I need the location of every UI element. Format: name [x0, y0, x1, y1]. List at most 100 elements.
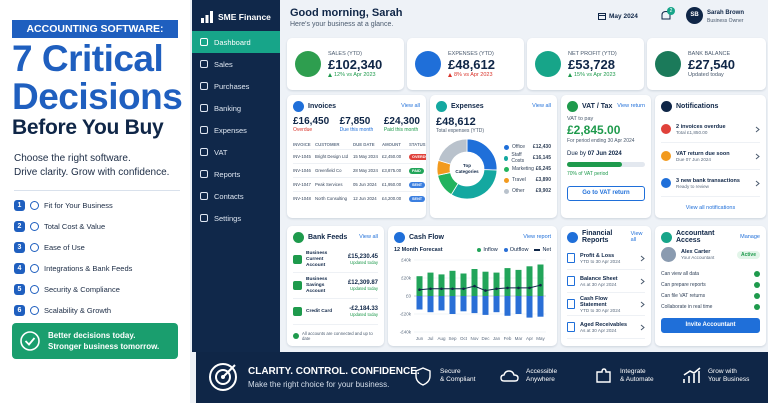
- menu-item[interactable]: Banking: [192, 97, 280, 119]
- notifications-card: Notifications 2 invoices overdue Total £1,…: [655, 95, 766, 218]
- card-link[interactable]: View report: [523, 234, 551, 240]
- menu-item[interactable]: Sales: [192, 53, 280, 75]
- account-name: Business Current Account: [306, 250, 328, 268]
- feature-line: Accessible: [526, 368, 558, 375]
- bar: [438, 274, 445, 296]
- card-icon: [567, 231, 578, 243]
- x-tick-label: Mar: [515, 336, 523, 341]
- card-link[interactable]: View all: [532, 103, 551, 109]
- x-tick-label: Apr: [526, 336, 534, 341]
- menu-item[interactable]: Settings: [192, 207, 280, 229]
- notification-item[interactable]: 3 new bank transactions Ready to review: [661, 170, 760, 197]
- menu-item[interactable]: VAT: [192, 141, 280, 163]
- notification-item[interactable]: VAT return due soon Due 07 Jun 2024: [661, 143, 760, 170]
- card-link[interactable]: View return: [617, 103, 645, 109]
- invite-button[interactable]: Invite Accountant: [661, 318, 760, 333]
- shield: [415, 367, 431, 386]
- legend-label: Inflow: [483, 247, 498, 253]
- decision-label: Ease of Use: [44, 243, 85, 252]
- callout-text: Better decisions today.: [48, 331, 136, 340]
- table-cell: 05 Jun 2024: [353, 182, 377, 187]
- notification-item[interactable]: 2 invoices overdue Total £1,850.00: [661, 116, 760, 143]
- donut-segment: [437, 138, 468, 165]
- report-item[interactable]: Cash Flow Statement YTD to 30 Apr 2024: [567, 293, 645, 316]
- bar: [537, 264, 544, 296]
- report-item[interactable]: Aged Receivables As at 30 Apr 2024: [567, 316, 645, 339]
- callout-text: Stronger business tomorrow.: [48, 342, 160, 351]
- kpi-change: 15% vs Apr 2023: [568, 72, 617, 78]
- permission: Can file VAT returns: [661, 290, 760, 301]
- donut-segment: [450, 169, 498, 200]
- menu-item[interactable]: Contacts: [192, 185, 280, 207]
- notifications-link[interactable]: View all notifications: [685, 205, 736, 211]
- decision-item: 5 Security & Compliance: [14, 279, 180, 300]
- menu-item[interactable]: Purchases: [192, 75, 280, 97]
- bar: [526, 296, 533, 318]
- summary-value: £16,450: [293, 116, 330, 127]
- menu-item[interactable]: Reports: [192, 163, 280, 185]
- permission-label: Can view all data: [661, 270, 700, 277]
- bank-footer-text: All accounts are connected and up to dat…: [302, 331, 373, 341]
- y-tick-label: -£20k: [400, 312, 412, 317]
- status-pill: OVERDUE: [409, 153, 426, 160]
- menu-icon: [200, 214, 208, 222]
- growth: [683, 367, 701, 383]
- report-text: Aged Receivables As at 30 Apr 2024: [580, 322, 627, 333]
- user-name: Sarah Brown: [707, 10, 745, 16]
- report-item[interactable]: Profit & Loss YTD to 30 Apr 2024: [567, 247, 645, 270]
- expenses-total-label: Total expenses (YTD): [436, 128, 485, 134]
- accountant-name: Alex Carter: [681, 249, 711, 255]
- kpi-text: NET PROFIT (YTD) £53,728 15% vs Apr 2023: [568, 51, 617, 78]
- net-point: [473, 284, 476, 288]
- bar: [537, 296, 544, 317]
- chevron-line: [755, 153, 760, 159]
- column-header: CUSTOMER: [315, 141, 340, 147]
- table-cell: Greenfield Co: [315, 168, 342, 173]
- trend-arrow: [568, 72, 572, 77]
- table-row: INV-1048 North Consulting 12 Jun 2024 £4,20…: [293, 191, 426, 205]
- summary-item: £24,300 Paid this month: [384, 116, 420, 133]
- chevron-line: [640, 255, 645, 261]
- card-link[interactable]: View all: [359, 234, 378, 240]
- legend-item: Office £12,430: [504, 142, 551, 153]
- card-icon: [293, 231, 304, 243]
- permission-label: Can prepare reports: [661, 281, 706, 288]
- bar: [493, 296, 500, 313]
- table-cell: £2,450.00: [382, 154, 402, 159]
- feature: Accessible Anywhere: [500, 366, 557, 386]
- menu-icon: [200, 38, 208, 46]
- report-detail: As at 30 Apr 2024: [580, 281, 617, 287]
- vat-button[interactable]: Go to VAT return: [567, 186, 645, 201]
- card-link[interactable]: View all: [630, 231, 643, 243]
- card-icon: [436, 100, 447, 112]
- card-link[interactable]: Manage: [740, 234, 760, 240]
- card-link[interactable]: View all: [401, 103, 420, 109]
- avatar[interactable]: SB: [686, 7, 703, 24]
- bar: [460, 296, 467, 312]
- card-title: Financial Reports: [582, 230, 613, 244]
- vat-amount-label: VAT to pay: [567, 116, 594, 122]
- legend-label: Outflow: [509, 247, 529, 253]
- x-tick-label: Aug: [437, 336, 446, 341]
- kpi-value: £27,540: [688, 56, 735, 72]
- report-text: Cash Flow Statement YTD to 30 Apr 2024: [580, 296, 635, 313]
- card-icon: [567, 100, 578, 112]
- summary-value: £7,850: [339, 116, 371, 127]
- notification-text: 3 new bank transactions Ready to review: [676, 178, 740, 189]
- card-title: Accountant Access: [676, 230, 715, 244]
- y-tick-label: £0: [406, 294, 412, 299]
- report-item[interactable]: Balance Sheet As at 30 Apr 2024: [567, 270, 645, 293]
- account-balance: £12,309.87: [347, 280, 378, 286]
- chevron-line: [755, 180, 760, 186]
- vat-due-label: Due by: [567, 151, 587, 157]
- brand: SME Finance: [218, 12, 271, 22]
- menu-item[interactable]: Dashboard: [192, 31, 280, 53]
- net-point: [495, 287, 498, 291]
- period[interactable]: May 2024: [609, 13, 638, 20]
- kpi-icon: [655, 51, 681, 77]
- menu-item[interactable]: Expenses: [192, 119, 280, 141]
- chevron-line: [755, 126, 760, 132]
- feature-icon: [500, 370, 519, 382]
- account-name: Credit Card: [306, 308, 333, 314]
- bank-icon: [293, 307, 302, 316]
